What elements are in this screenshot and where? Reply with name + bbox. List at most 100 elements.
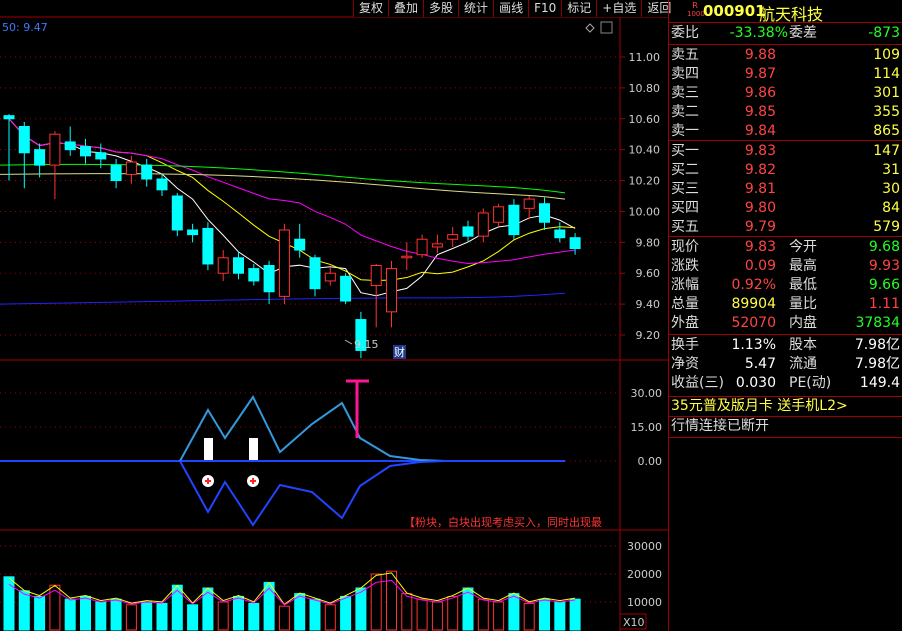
stock-header: R 1000 000901 航天科技 [669, 0, 902, 24]
candle-body [125, 161, 137, 175]
toolbar-f10[interactable]: F10 [528, 0, 561, 17]
ma5-line [8, 118, 576, 297]
ask-level-1[interactable]: 卖一 9.84 865 [671, 123, 900, 139]
white-block-signal [204, 438, 213, 460]
indicator-tick-label: 15.00 [631, 421, 663, 434]
bid-level-4[interactable]: 买四 9.80 84 [671, 200, 900, 216]
toolbar-fuquan[interactable]: 复权 [353, 0, 388, 17]
toolbar-duogu[interactable]: 多股 [423, 0, 458, 17]
finance-badge[interactable]: 财 [393, 345, 406, 359]
candle-body [187, 229, 199, 236]
candle-body [110, 164, 122, 182]
toolbar-add-watchlist[interactable]: +自选 [596, 0, 641, 17]
vol-ma-line [8, 572, 576, 606]
volume-bar [294, 593, 306, 631]
ask-level-4[interactable]: 卖四 9.87 114 [671, 66, 900, 82]
indicator-tick-label: 30.00 [631, 387, 663, 400]
toolbar-huaxian[interactable]: 画线 [493, 0, 528, 17]
volume-bar [370, 573, 382, 631]
finance-stat-row: 换手 1.13% 股本 7.98亿 [671, 337, 900, 353]
candle-body [34, 149, 46, 166]
ma120-line [0, 173, 566, 200]
volume-bar [340, 595, 352, 631]
volume-bar [554, 601, 566, 631]
candle-body [523, 198, 535, 209]
volume-bar [278, 605, 290, 631]
finance-stat-row: 净资 5.47 流通 7.98亿 [671, 356, 900, 372]
kline-chart-area[interactable]: 11.00 10.80 10.60 10.40 10.20 10.00 9.80 9.60 9.… [0, 0, 668, 631]
market-badge: R 1000 [687, 1, 705, 18]
toolbar-diejia[interactable]: 叠加 [388, 0, 423, 17]
candle-body [202, 227, 214, 265]
indicator-tick-label: 0.00 [638, 455, 663, 468]
candle-body [324, 272, 336, 282]
ma60-line [0, 163, 566, 194]
price-tick-label: 10.20 [629, 175, 661, 188]
toolbar-biaoji[interactable]: 标记 [561, 0, 596, 17]
candle-body [171, 195, 183, 231]
quote-stat-row: 现价 9.83 今开 9.68 [671, 239, 900, 255]
ask-level-3[interactable]: 卖三 9.86 301 [671, 85, 900, 101]
candle-body [447, 234, 459, 240]
ma250-line [0, 292, 566, 305]
quote-stat-row: 总量 89904 量比 1.11 [671, 296, 900, 312]
toolbar: 复权 叠加 多股 统计 画线 F10 标记 +自选 返回 [353, 0, 677, 17]
vol-ma2-line [8, 579, 576, 606]
volume-bar [324, 604, 336, 631]
ma-label: 50: 9.47 [2, 21, 48, 34]
bid-level-3[interactable]: 买三 9.81 30 [671, 181, 900, 197]
bid-level-5[interactable]: 买五 9.79 579 [671, 219, 900, 235]
volume-bar [355, 587, 367, 631]
candle-body [355, 319, 367, 351]
candle-body [370, 265, 382, 287]
quote-stat-row: 涨跌 0.09 最高 9.93 [671, 258, 900, 274]
promo-link[interactable]: 35元普及版月卡 送手机L2> [671, 398, 848, 414]
volume-tick-label: 20000 [627, 568, 662, 581]
ask-level-5[interactable]: 卖五 9.88 109 [671, 47, 900, 63]
white-block-signal [249, 438, 258, 460]
toolbar-back[interactable]: 返回 [641, 0, 676, 17]
volume-bar [141, 601, 153, 631]
price-tick-label: 10.40 [629, 144, 661, 157]
chart-frames [0, 16, 668, 631]
candle-body [508, 204, 520, 236]
price-tick-label: 9.80 [636, 236, 661, 249]
candle-body [263, 265, 275, 293]
volume-bar [263, 581, 275, 631]
bid-level-1[interactable]: 买一 9.83 147 [671, 143, 900, 159]
volume-bar [171, 584, 183, 631]
volume-bar [523, 602, 535, 631]
candlesticks [3, 114, 581, 359]
candle-body [95, 152, 107, 160]
volume-bars [3, 570, 581, 631]
candle-body [539, 203, 550, 223]
volume-bar [217, 601, 229, 631]
volume-bar [569, 598, 581, 631]
candle-body [309, 257, 321, 290]
indicator-panel [0, 379, 565, 527]
indicator-lower-line [179, 460, 446, 527]
connection-status: 行情连接已断开 [671, 418, 769, 434]
candle-body [477, 212, 489, 237]
volume-bar [539, 598, 550, 631]
candle-body [554, 229, 566, 239]
diamond-icon[interactable] [585, 23, 595, 33]
volume-bar [34, 595, 46, 631]
bid-level-2[interactable]: 买二 9.82 31 [671, 162, 900, 178]
candle-body [569, 237, 581, 250]
price-tick-label: 10.80 [629, 82, 661, 95]
axis-ticks: 11.00 10.80 10.60 10.40 10.20 10.00 9.80 9.60 9.… [620, 51, 662, 609]
candle-body [248, 268, 260, 282]
ask-level-2[interactable]: 卖二 9.85 355 [671, 104, 900, 120]
toolbar-tongji[interactable]: 统计 [458, 0, 493, 17]
weibi-row: 委比 -33.38% 委差 -873 [671, 25, 900, 41]
stock-name: 航天科技 [759, 5, 824, 24]
price-tick-label: 11.00 [629, 51, 661, 64]
volume-bar [18, 590, 30, 631]
volume-bar [125, 604, 137, 631]
candle-body [386, 268, 397, 313]
close-chart-icon[interactable] [600, 21, 613, 34]
volume-bar [64, 598, 76, 631]
quote-panel: R 1000 000901 航天科技 委比 -33.38% 委差 -873 卖五 9… [668, 0, 902, 631]
volume-bar [493, 601, 505, 631]
